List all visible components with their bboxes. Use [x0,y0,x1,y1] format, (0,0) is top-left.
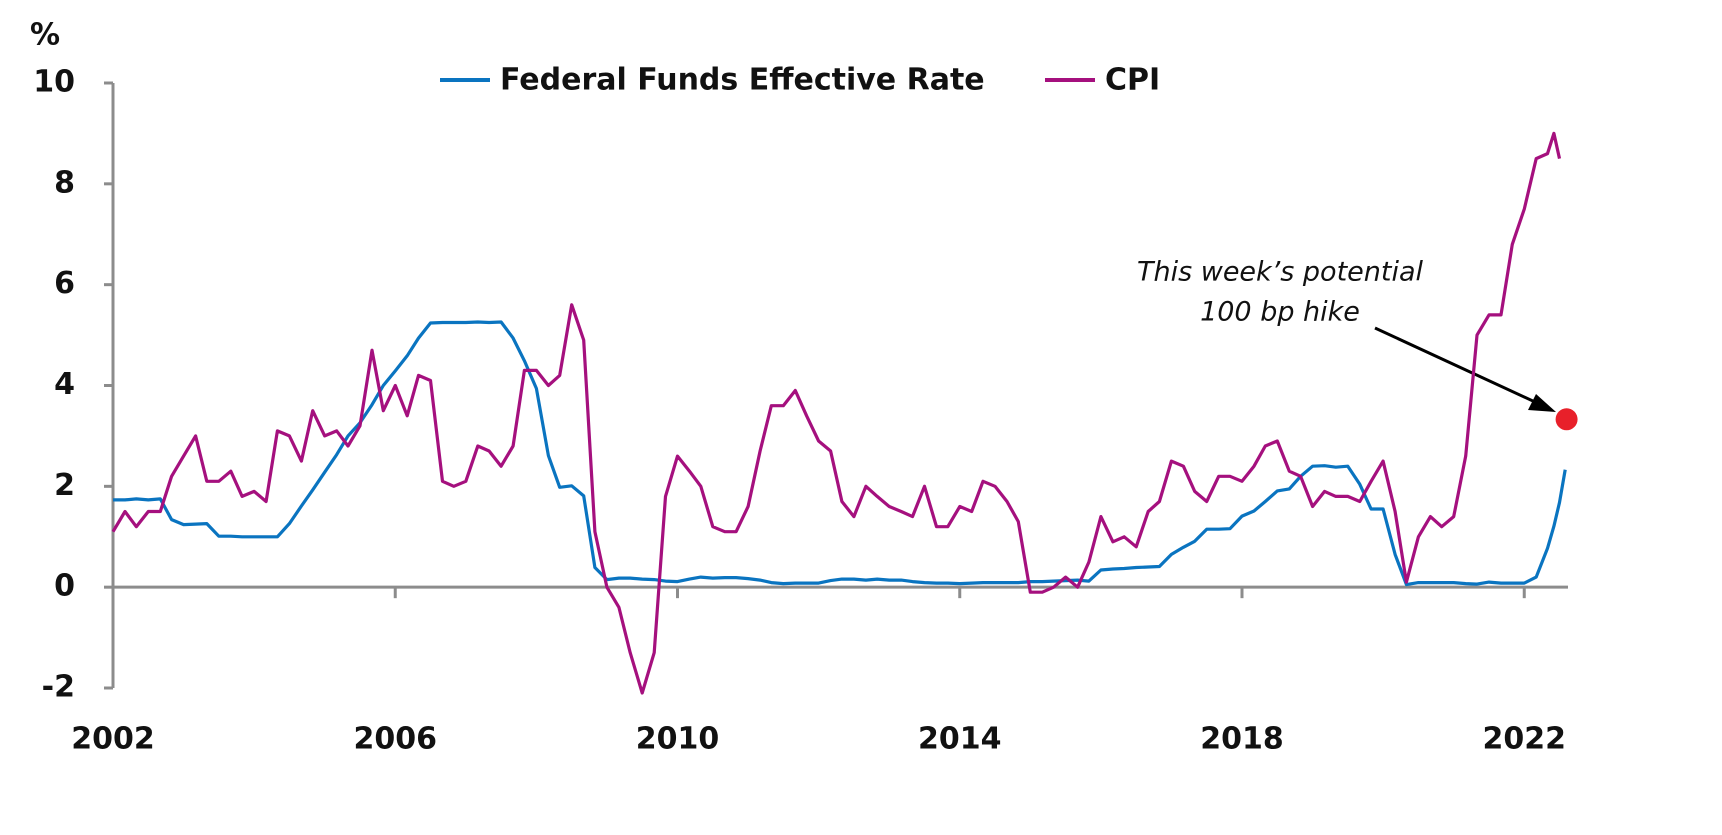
x-tick-label: 2006 [354,722,438,757]
arrow-head [1528,394,1556,412]
legend-label: Federal Funds Effective Rate [500,63,985,98]
legend-label: CPI [1105,63,1160,98]
series-line [111,131,1562,695]
x-tick-label: 2022 [1483,722,1567,757]
y-tick-label: 10 [33,65,75,100]
y-axis-label: % [30,18,60,53]
series-line [113,320,1567,587]
annotation: This week’s potential [1137,257,1424,288]
y-tick-label: -2 [42,670,75,705]
annotation: 100 bp hike [1200,297,1360,328]
y-tick-label: 0 [54,569,75,604]
annotation-arrow [1374,326,1549,410]
x-tick-label: 2010 [636,722,720,757]
x-tick-label: 2018 [1200,722,1284,757]
y-tick-label: 2 [54,468,75,503]
highlight-point [1555,408,1578,431]
y-tick-label: 6 [54,266,75,301]
y-tick-label: 4 [54,367,75,402]
y-tick-label: 8 [54,165,75,200]
x-tick-label: 2014 [918,722,1002,757]
x-tick-label: 2002 [71,722,155,757]
